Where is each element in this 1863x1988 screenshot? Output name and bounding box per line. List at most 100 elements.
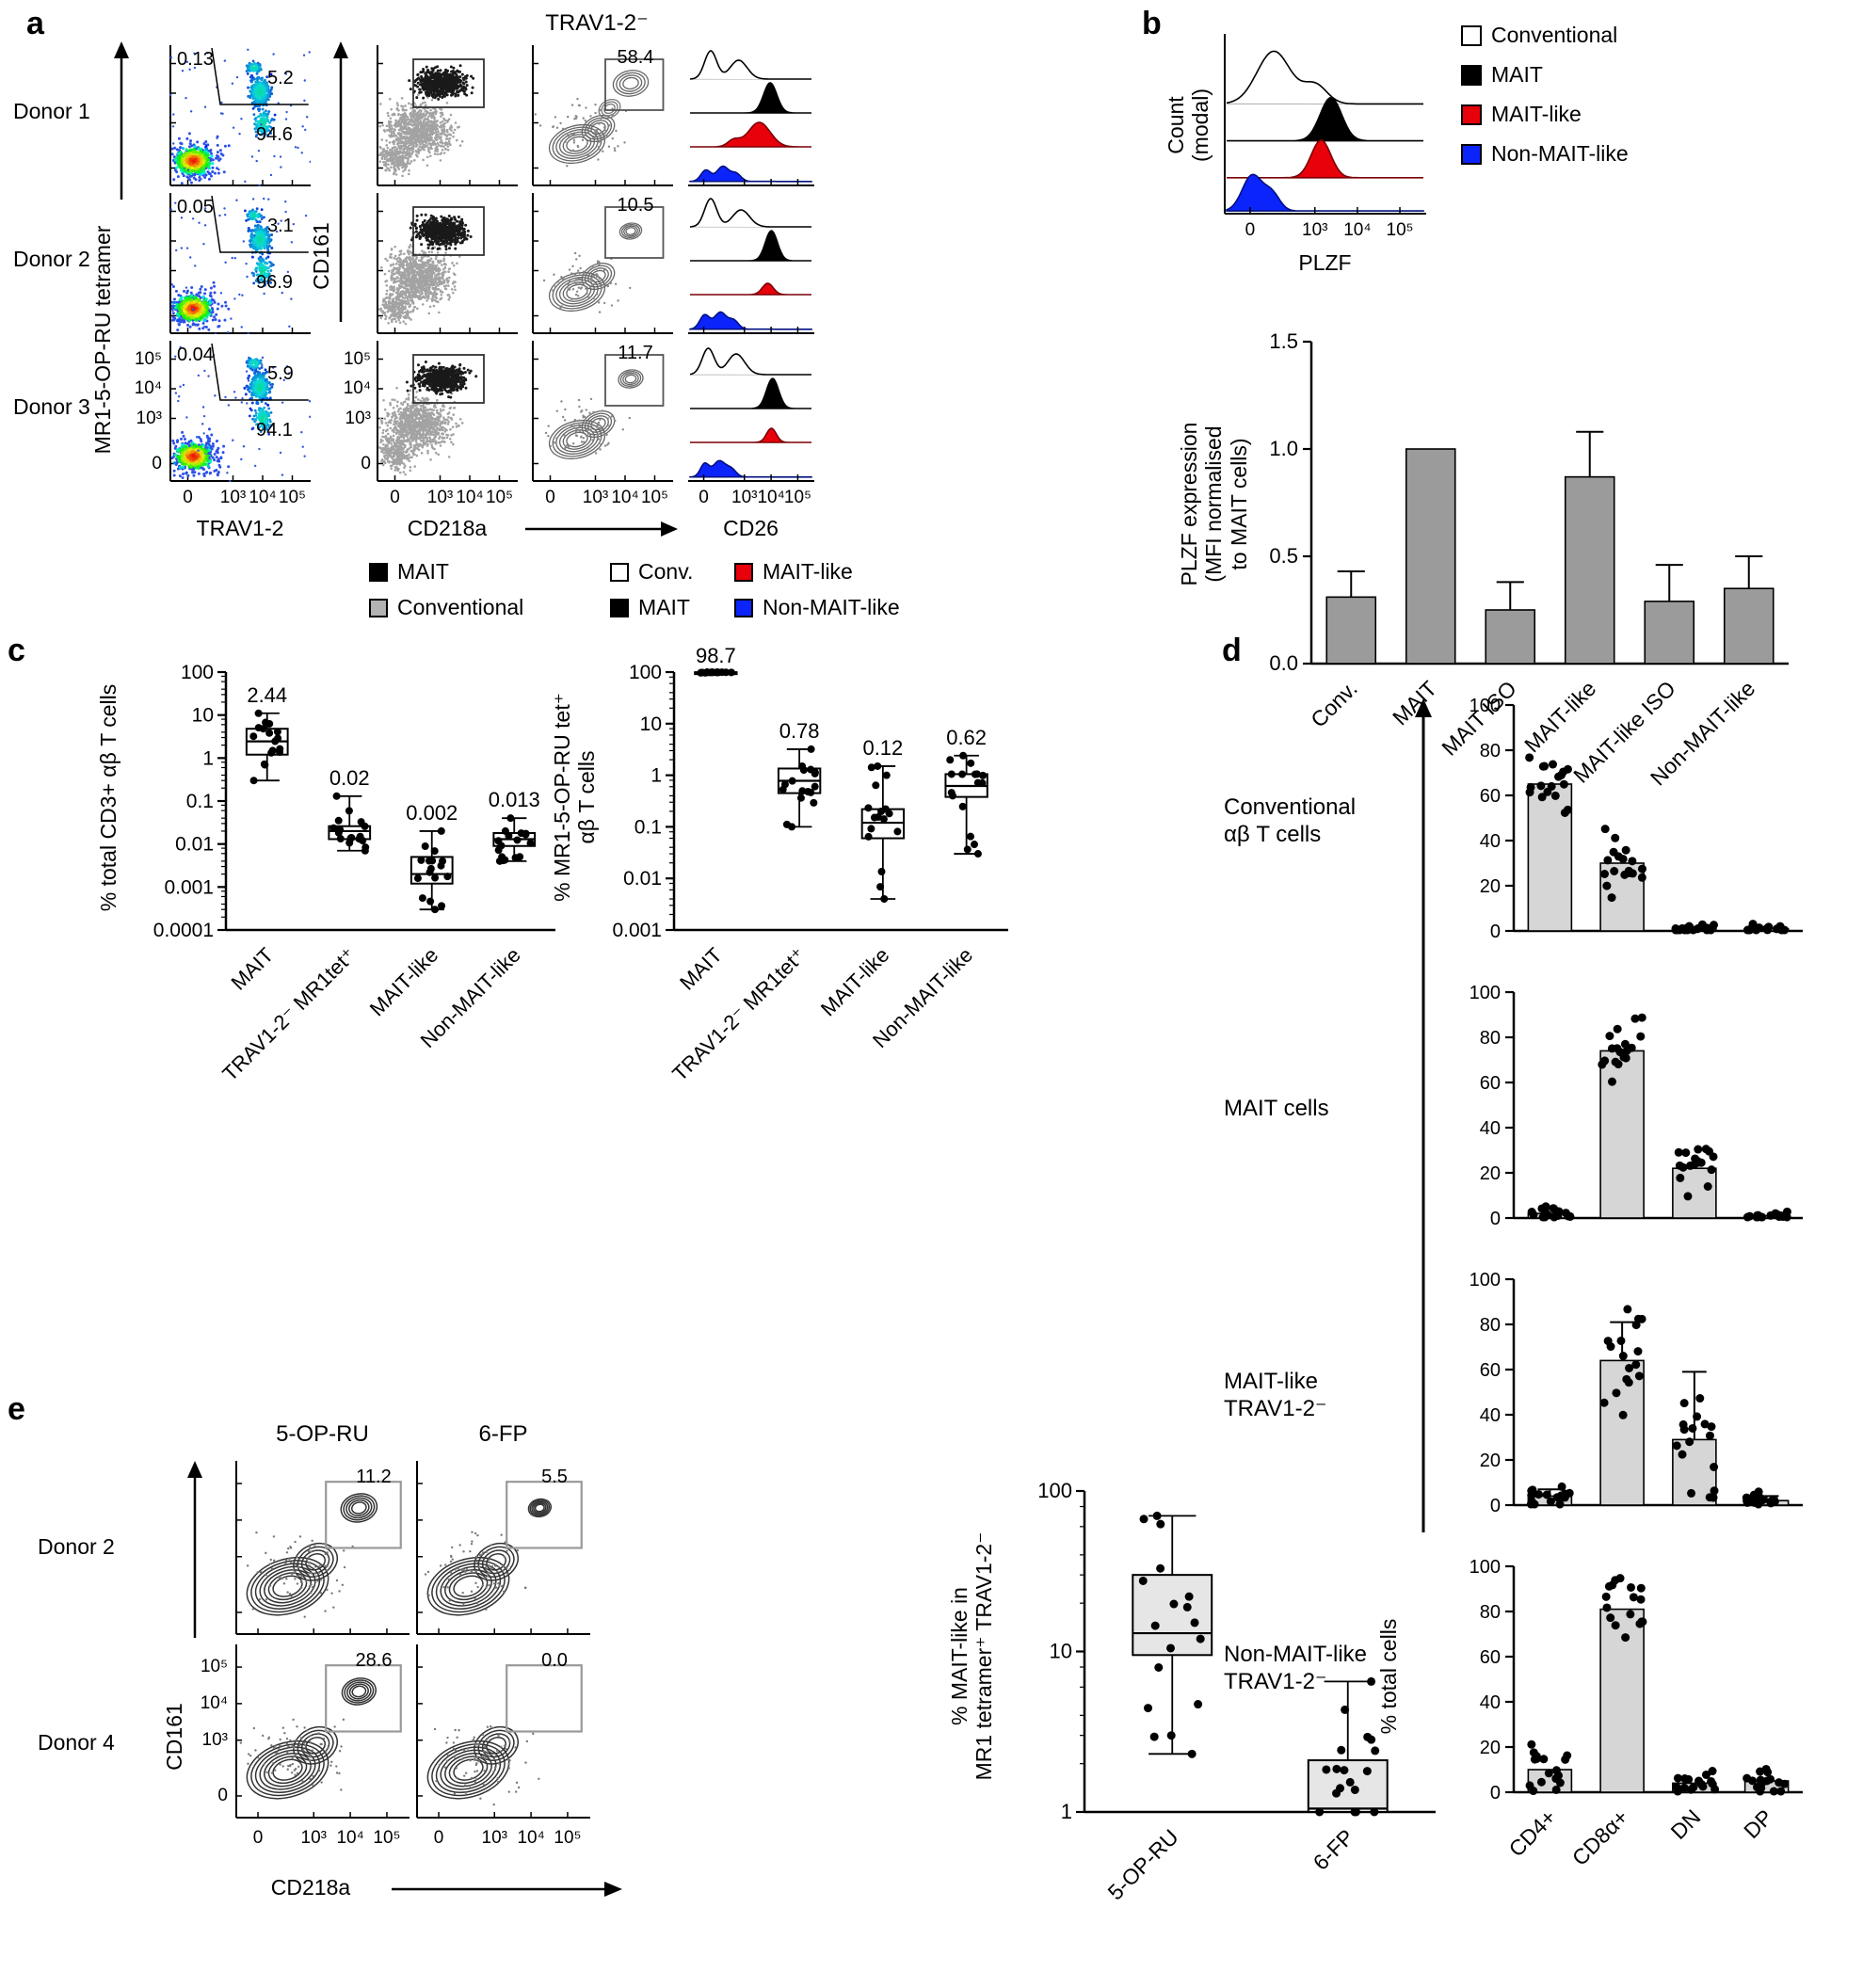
mait-swatch (610, 598, 629, 617)
tick-label: 0 (152, 453, 162, 473)
flow-contour-donor2-canvas (532, 193, 673, 334)
cd218a-axis-arrow-icon (525, 521, 678, 537)
cd218a-x-ticks-e1: 0 10³ 10⁴ 10⁵ (235, 1826, 410, 1851)
tick-label: 10⁵ (278, 488, 307, 507)
tick-label: 10⁵ (373, 1828, 401, 1848)
flow-e-donor4-5opru-canvas (235, 1644, 410, 1819)
tick-label: 10³ (731, 488, 758, 507)
legend-conv: Conv. (610, 559, 693, 585)
cd26-hist-donor3-canvas (688, 347, 814, 482)
panel-e-label: e (8, 1391, 25, 1427)
tick-label: 10⁴ (611, 488, 639, 507)
cd26-gate-pct: 58.4 (617, 47, 654, 68)
plzf-histogram (1224, 30, 1426, 215)
tick-label: 10⁵ (783, 488, 811, 507)
tetramer-axis-label: MR1-5-OP-RU tetramer (90, 225, 115, 455)
tick-label: 10⁴ (249, 488, 277, 507)
legend-label: Conventional (397, 595, 524, 619)
tick-label: 10⁴ (134, 378, 162, 398)
panel-d-label: d (1222, 633, 1242, 668)
plzf-bar-chart: 0.0 0.5 1.0 1.5 Conv. MAIT MAIT ISO MAIT-like MA… (1257, 325, 1803, 852)
gate-pct: 3.1 (267, 216, 294, 236)
conventional-swatch (369, 598, 388, 617)
cd161-axis-label: CD161 (309, 222, 333, 290)
tick-label: 0 (252, 1828, 264, 1848)
tick-label: 10⁵ (1386, 220, 1414, 240)
donor-3-label: Donor 3 (13, 394, 90, 419)
mait-like-swatch (1461, 104, 1482, 125)
flow-e-donor2-6fp (416, 1461, 590, 1635)
total-cells-axis-arrow-icon (1415, 698, 1432, 1532)
gate-pct-e: 11.2 (356, 1467, 392, 1487)
legend-conventional: Conventional (369, 595, 523, 620)
row-label-non-mait-like: Non-MAIT-like TRAV1-2⁻ (1224, 1642, 1368, 1694)
tick-label: 10³ (345, 408, 371, 428)
pheno-mait-like-chart: 0 20 40 60 80 100 (1440, 1266, 1817, 1539)
plzf-x-ticks: 0 10³ 10⁴ 10⁵ (1224, 218, 1426, 243)
flow-tetramer-donor2-canvas (169, 193, 311, 336)
gate-pct: 5.2 (267, 68, 294, 88)
cd26-x-ticks: 0 10³ 10⁴ 10⁵ (687, 486, 814, 510)
legend-label: Conventional (1491, 23, 1618, 47)
count-modal-axis-label: Count (modal) (1164, 88, 1213, 162)
tick-label: 0 (1245, 220, 1256, 240)
tick-label: 0 (699, 488, 709, 507)
donor-1-label: Donor 1 (13, 99, 90, 123)
trav-axis-label: TRAV1-2 (196, 516, 284, 540)
flow-contour-donor2 (532, 193, 673, 334)
tick-label: 10⁴ (200, 1692, 228, 1713)
tick-label: 10⁴ (456, 488, 484, 507)
cd218a-x-ticks-e2: 0 10³ 10⁴ 10⁵ (416, 1826, 590, 1851)
donor-2-label: Donor 2 (13, 247, 90, 271)
header-6fp: 6-FP (478, 1421, 528, 1447)
tick-label: 10⁴ (1343, 220, 1372, 240)
gate-pct: 5.9 (267, 363, 294, 384)
cd218a-x-ticks: 0 10³ 10⁴ 10⁵ (377, 486, 518, 510)
legend-label: MAIT-like (1491, 102, 1582, 126)
cd26-axis-label: CD26 (723, 516, 779, 540)
tick-label: 0 (217, 1785, 228, 1805)
flow-e-donor2-5opru (235, 1461, 410, 1635)
flow-cd161-cd218a-donor1 (377, 45, 518, 186)
cd26-hist-donor1-canvas (688, 50, 814, 186)
flow-tetramer-donor2 (169, 193, 311, 336)
flow-tetramer-donor3 (169, 341, 312, 483)
cd161-axis-arrow-icon-e (187, 1461, 202, 1638)
tet-boxplot: 100 10 1 5-OP-RU 6-FP (1017, 1468, 1459, 1977)
flow-e-donor4-5opru (235, 1644, 410, 1819)
flow-cd161-cd218a-donor2 (377, 193, 518, 334)
gate-pct-e: 5.5 (541, 1467, 568, 1487)
tick-label: 10⁴ (517, 1828, 545, 1848)
cd26-gate-pct: 10.5 (617, 195, 654, 216)
flow-tetramer-donor1 (169, 45, 312, 187)
gate-pct: 96.9 (256, 272, 293, 293)
gate-pct-e: 0.0 (541, 1650, 568, 1671)
trav-x-ticks: 0 10³ 10⁴ 10⁵ (169, 486, 311, 510)
flow-e-donor4-6fp-canvas (416, 1644, 590, 1819)
plzf-bar-ylabel: PLZF expression (MFI normalised to MAIT … (1177, 422, 1251, 586)
tick-label: 10⁴ (757, 488, 785, 507)
cd161-axis-arrow-icon (333, 41, 348, 322)
header-5opru: 5-OP-RU (276, 1421, 369, 1447)
tick-label: 0 (545, 488, 555, 507)
tick-label: 0 (390, 488, 400, 507)
legend-b-conventional: Conventional (1461, 23, 1617, 48)
flow-tetramer-donor1-canvas (169, 45, 312, 187)
legend-b-mait-like: MAIT-like (1461, 102, 1582, 127)
flow-cd161-cd218a-donor3 (377, 341, 518, 482)
panel-c-label: c (8, 633, 25, 668)
flow-e-donor2-6fp-canvas (416, 1461, 590, 1635)
flow-contour-donor3 (532, 341, 673, 482)
tick-label: 10³ (1302, 220, 1328, 240)
pheno-mait-chart: 0 20 40 60 80 100 (1440, 979, 1817, 1252)
freq-tet-ylabel: % MR1-5-OP-RU tet⁺ αβ T cells (550, 693, 600, 902)
legend-label: MAIT (397, 559, 449, 584)
legend-mait-like: MAIT-like (734, 559, 853, 585)
cd26-hist-donor2-canvas (688, 198, 814, 334)
cd218a-axis-arrow-icon-e (392, 1882, 622, 1897)
gate-pct: 0.13 (177, 49, 214, 70)
legend-label: MAIT-like (763, 559, 853, 584)
